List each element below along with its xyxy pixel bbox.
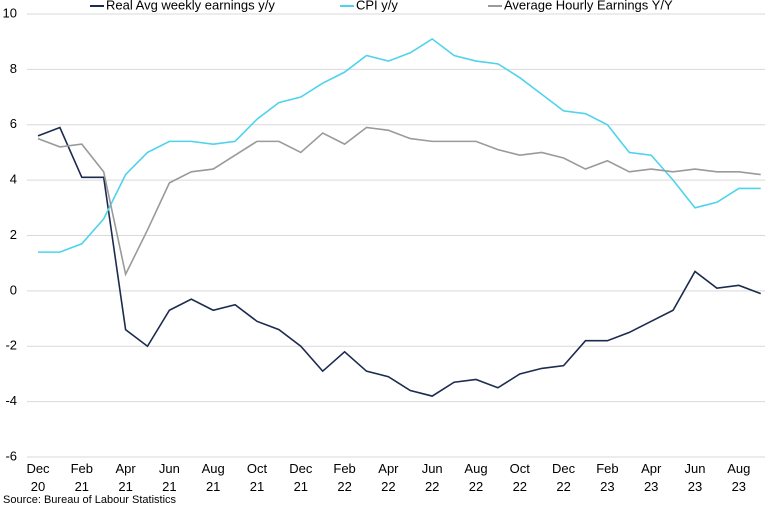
y-tick-label: -4 [5,393,17,408]
x-tick-label: Aug 22 [464,461,487,494]
legend-label: CPI y/y [356,0,398,12]
x-tick-label: Oct 21 [247,461,268,494]
legend-label: Real Avg weekly earnings y/y [106,0,275,12]
x-tick-label: Dec 21 [289,461,313,494]
y-tick-label: -2 [5,338,17,353]
legend-label: Average Hourly Earnings Y/Y [504,0,673,12]
x-tick-label: Aug 23 [727,461,750,494]
x-tick-label: Feb 22 [333,461,355,494]
series-line [37,126,761,397]
x-tick-label: Oct 22 [510,461,531,494]
x-tick-label: Apr 23 [641,461,662,494]
x-tick-label: Feb 23 [596,461,618,494]
series-line [37,126,761,277]
x-tick-label: Jun 23 [685,461,706,494]
x-tick-label: Jun 21 [159,461,180,494]
y-tick-label: 0 [10,282,17,297]
x-tick-label: Aug 21 [202,461,225,494]
source-note: Source: Bureau of Labour Statistics [3,494,177,506]
x-tick-label: Apr 21 [115,461,136,494]
x-tick-label: Jun 22 [422,461,443,494]
y-tick-label: 10 [3,5,17,20]
x-tick-label: Apr 22 [378,461,399,494]
x-tick-label: Feb 21 [71,461,93,494]
y-tick-label: 8 [10,61,17,76]
y-tick-label: 6 [10,116,17,131]
y-tick-label: 2 [10,227,17,242]
y-tick-label: 4 [10,172,17,187]
series-line [38,37,761,253]
y-tick-label: -6 [5,448,17,463]
x-tick-label: Dec 20 [26,461,50,494]
x-tick-label: Dec 22 [552,461,576,494]
